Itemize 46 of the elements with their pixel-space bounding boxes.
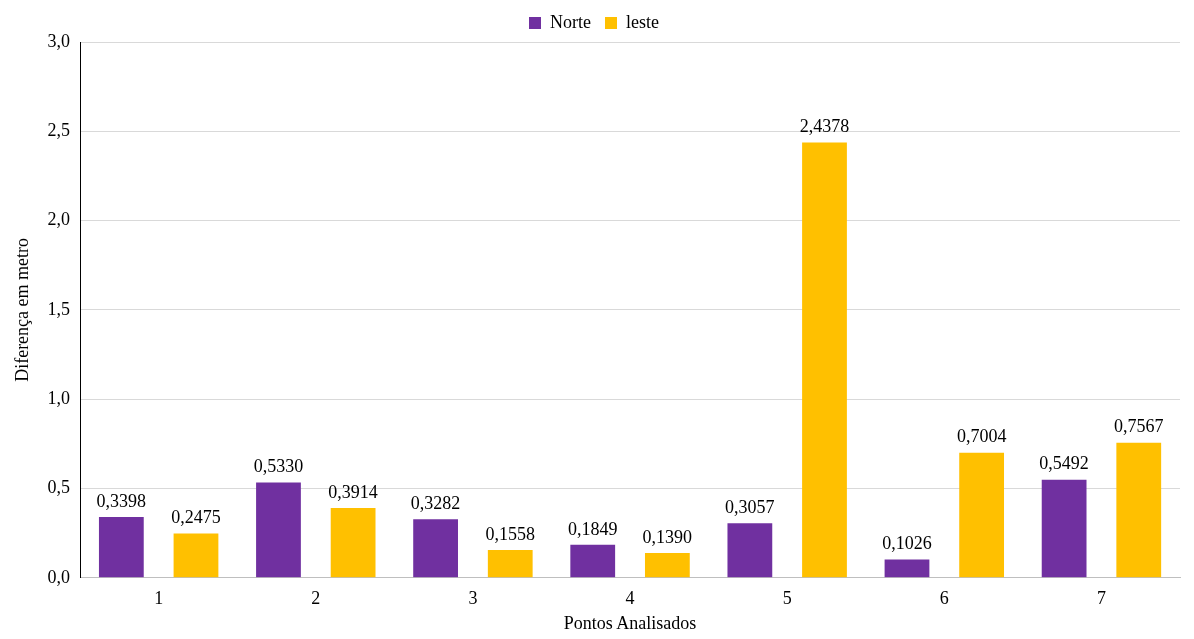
y-tick-label: 2,5	[47, 120, 71, 141]
data-label: 0,7567	[1114, 416, 1164, 437]
data-label: 0,3914	[328, 481, 378, 502]
data-label: 2,4378	[799, 116, 850, 137]
legend-label: leste	[626, 11, 659, 32]
bar	[256, 482, 301, 578]
bar	[959, 452, 1005, 578]
bar	[98, 517, 144, 578]
bar	[487, 549, 533, 578]
bar	[727, 523, 773, 578]
x-axis-title: Pontos Analisados	[563, 612, 697, 633]
x-tick-label: 2	[311, 588, 321, 609]
x-tick-label: 6	[939, 588, 949, 609]
data-label: 0,1390	[642, 526, 693, 547]
legend-label: Norte	[550, 11, 592, 32]
y-tick-label: 0,0	[47, 566, 71, 587]
data-label: 0,5330	[253, 456, 304, 477]
y-tick-label: 0,5	[47, 477, 71, 498]
bar	[802, 142, 847, 578]
data-label: 0,3282	[410, 492, 461, 513]
x-tick-label: 4	[625, 588, 635, 609]
data-label: 0,2475	[171, 507, 221, 528]
x-tick-label: 5	[782, 588, 792, 609]
bar	[884, 559, 930, 578]
data-label: 0,3398	[96, 490, 147, 511]
bar	[644, 552, 690, 578]
x-tick-label: 1	[154, 588, 164, 609]
data-label: 0,1849	[567, 518, 618, 539]
y-tick-label: 2,0	[47, 209, 71, 230]
data-label: 0,5492	[1039, 453, 1089, 474]
bar	[173, 533, 219, 578]
bar	[1041, 479, 1087, 578]
bar	[413, 519, 458, 578]
data-label: 0,3057	[725, 496, 775, 517]
y-tick-label: 3,0	[47, 30, 71, 51]
y-tick-label: 1,0	[47, 387, 71, 408]
bar	[330, 507, 376, 578]
y-tick-label: 1,5	[47, 298, 71, 319]
data-label: 0,1558	[485, 523, 535, 544]
x-tick-label: 7	[1096, 588, 1106, 609]
bar	[1116, 442, 1162, 578]
data-label: 0,1026	[882, 533, 932, 554]
data-label: 0,7004	[956, 426, 1007, 447]
x-tick-label: 3	[468, 588, 478, 609]
bar	[570, 544, 616, 578]
y-axis-title: Diferença em metro	[11, 237, 32, 382]
